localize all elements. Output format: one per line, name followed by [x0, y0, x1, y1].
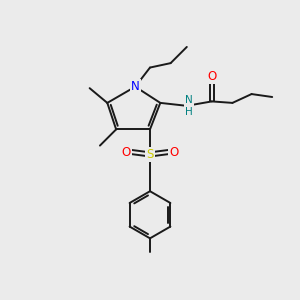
Text: S: S	[146, 148, 154, 161]
Text: N
H: N H	[185, 95, 193, 117]
Text: N: N	[131, 80, 140, 93]
Text: O: O	[207, 70, 217, 83]
Text: O: O	[169, 146, 178, 159]
Text: O: O	[122, 146, 131, 159]
